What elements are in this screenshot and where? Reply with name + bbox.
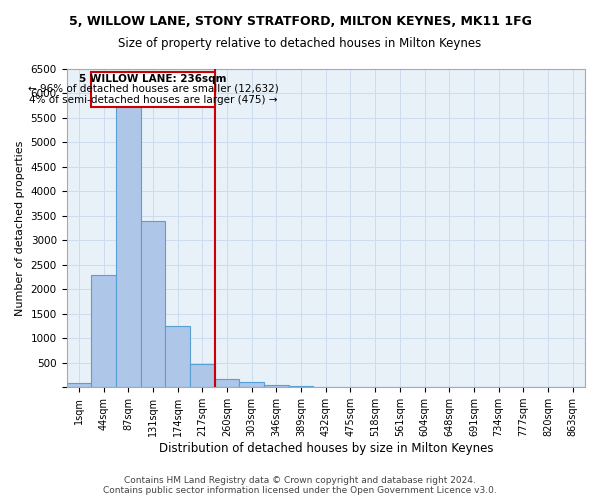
- Text: Contains HM Land Registry data © Crown copyright and database right 2024.: Contains HM Land Registry data © Crown c…: [124, 476, 476, 485]
- Text: Size of property relative to detached houses in Milton Keynes: Size of property relative to detached ho…: [118, 38, 482, 51]
- Bar: [91, 274, 116, 387]
- FancyBboxPatch shape: [91, 72, 215, 107]
- X-axis label: Distribution of detached houses by size in Milton Keynes: Distribution of detached houses by size …: [158, 442, 493, 455]
- Bar: [140, 221, 165, 387]
- Text: Contains public sector information licensed under the Open Government Licence v3: Contains public sector information licen…: [103, 486, 497, 495]
- Bar: [116, 94, 140, 387]
- Text: 5 WILLOW LANE: 236sqm: 5 WILLOW LANE: 236sqm: [79, 74, 227, 84]
- Bar: [190, 364, 215, 387]
- Y-axis label: Number of detached properties: Number of detached properties: [15, 140, 25, 316]
- Bar: [165, 326, 190, 387]
- Bar: [215, 378, 239, 387]
- Text: 5, WILLOW LANE, STONY STRATFORD, MILTON KEYNES, MK11 1FG: 5, WILLOW LANE, STONY STRATFORD, MILTON …: [68, 15, 532, 28]
- Text: ← 96% of detached houses are smaller (12,632): ← 96% of detached houses are smaller (12…: [28, 84, 278, 94]
- Bar: [67, 384, 91, 387]
- Bar: [289, 386, 313, 387]
- Bar: [239, 382, 264, 387]
- Bar: [264, 385, 289, 387]
- Text: 4% of semi-detached houses are larger (475) →: 4% of semi-detached houses are larger (4…: [29, 95, 277, 105]
